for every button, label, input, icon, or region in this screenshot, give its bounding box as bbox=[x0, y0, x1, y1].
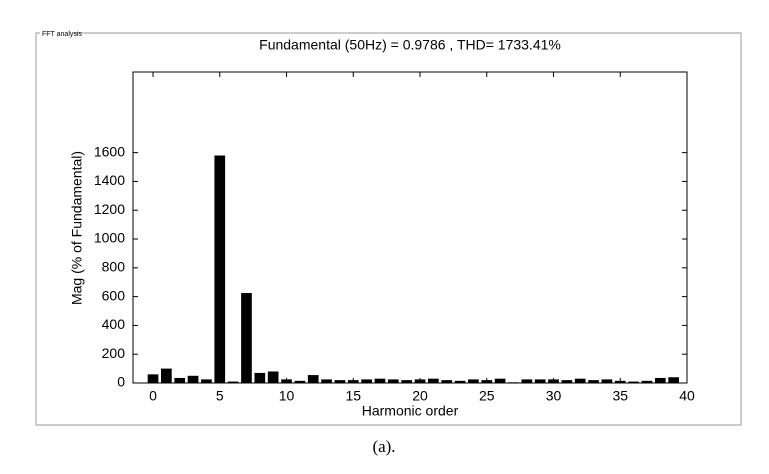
bar bbox=[468, 379, 479, 383]
bar bbox=[321, 379, 332, 383]
bar bbox=[307, 375, 319, 383]
bar bbox=[548, 379, 559, 383]
bar bbox=[454, 380, 466, 383]
bar bbox=[628, 381, 639, 383]
bar bbox=[267, 371, 279, 383]
x-tick-label: 35 bbox=[612, 388, 628, 404]
bar bbox=[641, 380, 653, 383]
x-tick-label: 40 bbox=[679, 388, 695, 404]
x-tick-label: 15 bbox=[345, 388, 361, 404]
y-tick-label: 800 bbox=[102, 259, 126, 275]
bar bbox=[668, 377, 679, 383]
bar bbox=[187, 375, 199, 383]
x-tick-label: 0 bbox=[149, 388, 157, 404]
bar bbox=[481, 380, 493, 383]
x-tick-label: 25 bbox=[479, 388, 495, 404]
bar bbox=[147, 374, 159, 383]
y-tick-label: 400 bbox=[102, 316, 126, 332]
bar bbox=[508, 382, 519, 383]
x-tick-label: 5 bbox=[216, 388, 224, 404]
bar bbox=[534, 379, 546, 383]
x-tick-label: 10 bbox=[279, 388, 295, 404]
panel-border bbox=[35, 32, 742, 426]
bar bbox=[174, 377, 186, 383]
chart-title: Fundamental (50Hz) = 0.9786 , THD= 1733.… bbox=[259, 37, 561, 53]
bar bbox=[294, 380, 306, 383]
bar bbox=[334, 380, 346, 383]
bar bbox=[414, 379, 426, 383]
y-tick-label: 600 bbox=[102, 287, 126, 303]
y-tick-label: 1600 bbox=[94, 143, 125, 159]
bar bbox=[574, 378, 586, 383]
bar bbox=[281, 379, 292, 383]
y-tick-label: 1200 bbox=[94, 201, 125, 217]
bar bbox=[561, 380, 573, 383]
bar bbox=[601, 379, 613, 383]
bar bbox=[374, 378, 386, 383]
x-tick-label: 20 bbox=[412, 388, 428, 404]
bar bbox=[201, 379, 212, 383]
y-tick-label: 0 bbox=[117, 374, 125, 390]
bar bbox=[441, 380, 453, 383]
bar bbox=[494, 378, 506, 383]
panel-label: FFT analysis bbox=[42, 31, 82, 38]
bar bbox=[254, 372, 266, 383]
x-tick-label: 30 bbox=[546, 388, 562, 404]
panel-label-bg bbox=[40, 28, 74, 38]
bar bbox=[401, 380, 413, 383]
bar bbox=[387, 379, 399, 383]
bar bbox=[161, 368, 172, 383]
caption: (a). bbox=[372, 437, 395, 456]
y-tick-label: 200 bbox=[102, 345, 126, 361]
y-tick-label: 1000 bbox=[94, 230, 125, 246]
bar bbox=[214, 155, 226, 383]
y-axis-label: Mag (% of Fundamental) bbox=[69, 151, 85, 305]
bar bbox=[361, 379, 372, 383]
bar bbox=[654, 377, 666, 383]
bar bbox=[347, 380, 359, 383]
bar bbox=[614, 380, 626, 383]
x-axis-label: Harmonic order bbox=[362, 403, 459, 419]
bar bbox=[588, 380, 599, 383]
bar bbox=[227, 381, 239, 383]
bar bbox=[428, 378, 439, 383]
y-tick-label: 1400 bbox=[94, 172, 125, 188]
bar bbox=[241, 293, 252, 383]
bar bbox=[521, 379, 533, 383]
